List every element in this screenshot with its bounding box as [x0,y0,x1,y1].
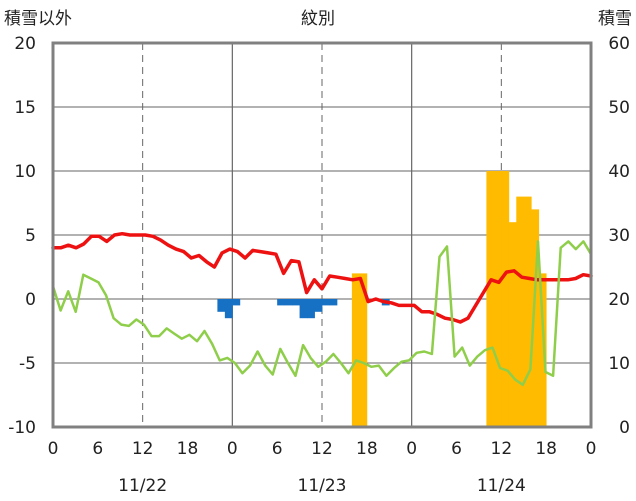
left-tick-label: 15 [14,98,36,118]
left-axis-label: 積雪以外 [4,9,72,29]
x-tick-label: 18 [535,439,557,459]
snow-depth-bar [531,209,540,427]
date-label: 11/23 [298,476,347,496]
x-tick-label: 6 [272,439,283,459]
x-tick-label: 12 [132,439,154,459]
right-tick-label: 40 [608,162,630,182]
x-tick-label: 0 [48,439,59,459]
precipitation-bar [232,299,241,306]
snow-depth-bar [538,273,547,427]
precipitation-bar [284,299,293,306]
left-tick-label: 5 [25,226,36,246]
precipitation-bar [224,299,233,319]
plot-border [51,41,593,429]
x-tick-label: 0 [406,439,417,459]
precipitation-bar [314,299,323,312]
wind-line [51,240,593,387]
snow-depth-bar [516,196,525,427]
snow-depth-bar [351,273,360,427]
right-tick-label: 30 [608,226,630,246]
bar-layer [217,171,547,427]
date-label: 11/22 [118,476,167,496]
snow-depth-bar [359,273,368,427]
chart-title: 紋別 [301,9,335,29]
x-tick-label: 6 [92,439,103,459]
right-tick-label: 60 [608,34,630,54]
x-tick-label: 6 [451,439,462,459]
right-tick-label: 50 [608,98,630,118]
snow-depth-bar [508,222,517,427]
snow-depth-bar [486,171,495,427]
x-tick-label: 12 [311,439,333,459]
right-axis-label: 積雪 [598,9,632,29]
x-tick-label: 18 [356,439,378,459]
precipitation-bar [322,299,330,306]
x-tick-label: 12 [491,439,513,459]
precipitation-bar [329,299,338,306]
right-tick-label: 0 [619,418,630,438]
right-tick-label: 10 [608,354,630,374]
snow-depth-bar [493,171,502,427]
left-tick-label: 20 [14,34,36,54]
x-tick-label: 0 [227,439,238,459]
precipitation-bar [217,299,226,312]
temperature-line [51,231,593,324]
left-tick-label: -10 [8,418,36,438]
snow-depth-bar [523,196,532,427]
right-tick-label: 20 [608,290,630,310]
left-tick-label: 10 [14,162,36,182]
x-tick-label: 0 [586,439,597,459]
left-tick-label: -5 [19,354,36,374]
snow-depth-bar [501,171,510,427]
precipitation-bar [299,299,308,319]
x-tick-label: 18 [177,439,199,459]
left-tick-label: 0 [25,290,36,310]
precipitation-bar [292,299,300,306]
precipitation-bar [277,299,286,306]
precipitation-bar [307,299,315,319]
plot-frame [51,41,593,429]
date-label: 11/24 [477,476,526,496]
